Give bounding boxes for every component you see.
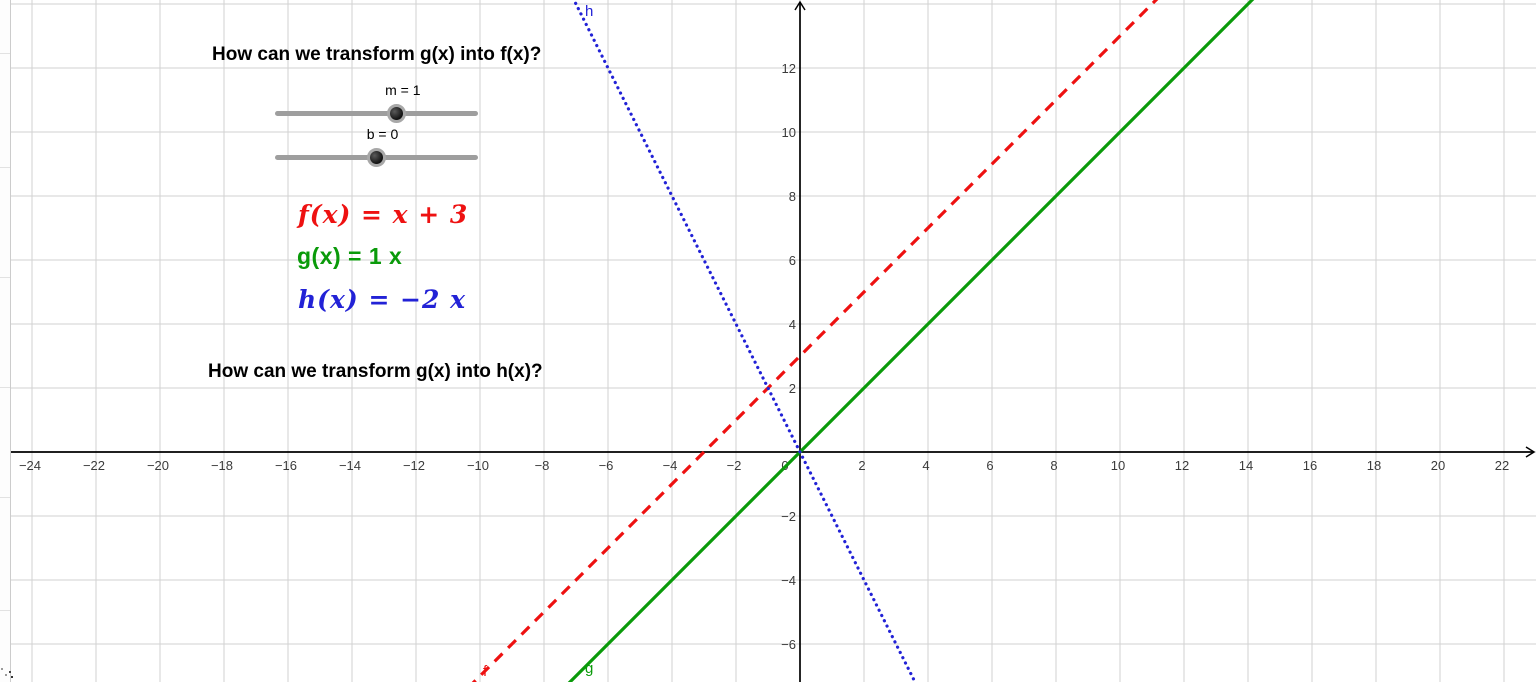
left-edge-strip [0, 0, 11, 682]
y-tick-label: −2 [781, 509, 796, 524]
equation-h[interactable]: h(x) = −2 x [298, 285, 467, 314]
y-axis-arrow-icon [794, 0, 806, 11]
curve-label-f: f [483, 663, 488, 680]
y-tick-label: 2 [789, 381, 796, 396]
x-tick-label: −24 [19, 458, 41, 473]
slider-m-knob[interactable] [387, 103, 407, 123]
x-tick-label: 2 [858, 458, 865, 473]
x-tick-label: −14 [339, 458, 361, 473]
x-tick-label: 16 [1303, 458, 1317, 473]
strip-mark [0, 497, 10, 498]
x-tick-label: −12 [403, 458, 425, 473]
x-tick-label: 22 [1495, 458, 1509, 473]
y-tick-label: 12 [782, 61, 796, 76]
y-tick-label: 6 [789, 253, 796, 268]
line-g[interactable] [11, 0, 1536, 682]
x-tick-label: 20 [1431, 458, 1445, 473]
strip-mark [0, 277, 10, 278]
equation-f[interactable]: f(x) = x + 3 [298, 200, 469, 229]
x-tick-label: 6 [986, 458, 993, 473]
strip-mark [0, 53, 10, 54]
y-tick-label: 8 [789, 189, 796, 204]
strip-mark [0, 610, 10, 611]
x-tick-label: 10 [1111, 458, 1125, 473]
question-transform-g-to-h: How can we transform g(x) into h(x)? [208, 361, 543, 382]
y-tick-label: −4 [781, 573, 796, 588]
slider-b-knob[interactable] [367, 147, 386, 167]
x-tick-label: −18 [211, 458, 233, 473]
x-axis-arrow-icon [1525, 446, 1536, 458]
x-tick-label: 14 [1239, 458, 1253, 473]
x-tick-label: −2 [727, 458, 742, 473]
x-tick-label: −6 [599, 458, 614, 473]
x-tick-label: 12 [1175, 458, 1189, 473]
y-tick-label: 4 [789, 317, 796, 332]
x-tick-label: 4 [922, 458, 929, 473]
x-tick-label: −10 [467, 458, 489, 473]
strip-mark [0, 167, 10, 168]
slider-b-label: b = 0 [366, 126, 399, 142]
slider-m-label: m = 1 [385, 82, 421, 98]
question-transform-g-to-f: How can we transform g(x) into f(x)? [212, 44, 542, 65]
strip-mark [0, 387, 10, 388]
x-tick-label: −22 [83, 458, 105, 473]
x-tick-label: −8 [535, 458, 550, 473]
curve-label-g: g [585, 660, 593, 677]
y-tick-label: 10 [782, 125, 796, 140]
x-tick-label: −20 [147, 458, 169, 473]
x-tick-label: −4 [663, 458, 678, 473]
line-h[interactable] [11, 0, 1536, 682]
x-tick-label: −16 [275, 458, 297, 473]
equation-g[interactable]: g(x) = 1 x [297, 243, 403, 269]
curve-label-h: h [585, 3, 593, 20]
y-tick-label: −6 [781, 637, 796, 652]
slider-m-track[interactable] [275, 110, 478, 116]
x-tick-label: 8 [1050, 458, 1057, 473]
x-tick-label: 18 [1367, 458, 1381, 473]
corner-drag-handle-icon [1, 668, 13, 680]
